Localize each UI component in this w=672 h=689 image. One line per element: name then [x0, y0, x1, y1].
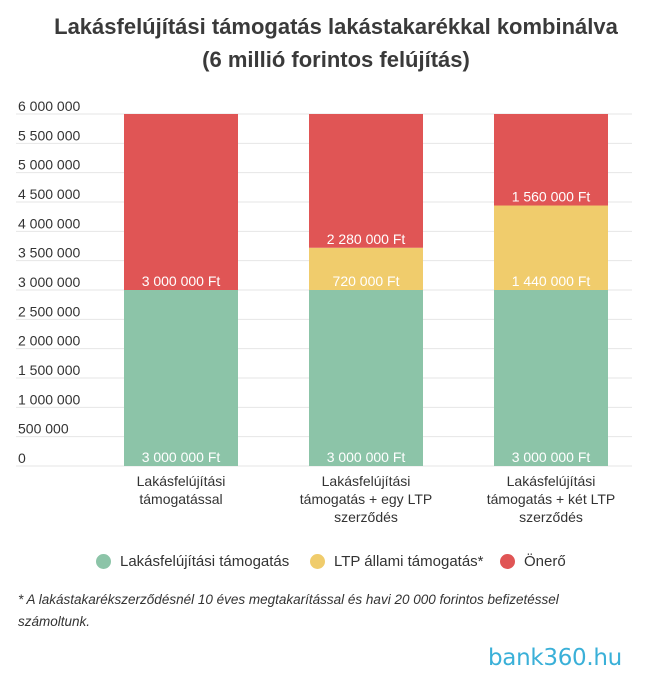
legend-item-ltp: LTP állami támogatás*: [310, 553, 484, 570]
footnote: * A lakástakarékszerződésnél 10 éves meg…: [18, 592, 559, 629]
legend-item-own: Önerő: [500, 553, 566, 570]
y-tick-label: 4 500 000: [18, 186, 80, 202]
bars-layer: [124, 114, 608, 466]
y-tick-label: 1 500 000: [18, 362, 80, 378]
legend-swatch-own: [500, 554, 515, 569]
stacked-bar-chart: 0 500 000 1 000 000 1 500 000 2 000 000 2 500…: [16, 98, 632, 525]
x-category-label: Lakásfelújítási: [137, 473, 226, 489]
data-label: 3 000 000 Ft: [512, 449, 591, 465]
legend-label-own: Önerő: [524, 553, 566, 570]
bar-segment: [494, 205, 608, 290]
x-category-label: szerződés: [519, 509, 583, 525]
y-tick-label: 500 000: [18, 421, 69, 437]
legend-swatch-support: [96, 554, 111, 569]
bar-segment: [309, 247, 423, 290]
y-tick-label: 3 500 000: [18, 245, 80, 261]
x-category-label: Lakásfelújítási: [507, 473, 596, 489]
x-category-label: támogatással: [139, 491, 222, 507]
x-category-label: Lakásfelújítási: [322, 473, 411, 489]
x-axis-categories: Lakásfelújítási támogatással Lakásfelújítá…: [137, 473, 616, 525]
legend-label-support: Lakásfelújítási támogatás: [120, 553, 290, 570]
y-tick-label: 5 000 000: [18, 157, 80, 173]
data-label: 3 000 000 Ft: [327, 449, 406, 465]
data-label: 2 280 000 Ft: [327, 231, 406, 247]
x-category-label: támogatás + egy LTP: [300, 491, 432, 507]
x-category-label: támogatás + két LTP: [487, 491, 616, 507]
data-label: 1 560 000 Ft: [512, 189, 591, 205]
y-tick-label: 1 000 000: [18, 391, 80, 407]
data-labels-layer: 3 000 000 Ft 3 000 000 Ft 3 000 000 Ft 720 …: [142, 189, 591, 465]
y-axis-ticks: 0 500 000 1 000 000 1 500 000 2 000 000 2 500…: [18, 98, 80, 466]
chart-title: Lakásfelújítási támogatás lakástakarékka…: [54, 14, 618, 39]
legend-item-support: Lakásfelújítási támogatás: [96, 553, 289, 570]
data-label: 1 440 000 Ft: [512, 273, 591, 289]
data-label: 3 000 000 Ft: [142, 449, 221, 465]
data-label: 720 000 Ft: [333, 273, 400, 289]
bar-segment: [494, 114, 608, 206]
bar-segment: [494, 290, 608, 466]
y-tick-label: 6 000 000: [18, 98, 80, 114]
y-tick-label: 5 500 000: [18, 127, 80, 143]
chart-subtitle: (6 millió forintos felújítás): [202, 47, 470, 72]
bar-segment: [309, 114, 423, 248]
y-tick-label: 4 000 000: [18, 215, 80, 231]
x-category-label: szerződés: [334, 509, 398, 525]
data-label: 3 000 000 Ft: [142, 273, 221, 289]
bar-segment: [124, 290, 238, 466]
y-tick-label: 3 000 000: [18, 274, 80, 290]
y-tick-label: 2 500 000: [18, 303, 80, 319]
legend: Lakásfelújítási támogatás LTP állami tám…: [0, 553, 672, 577]
legend-label-ltp: LTP állami támogatás*: [334, 553, 484, 570]
legend-swatch-ltp: [310, 554, 325, 569]
bar-segment: [309, 290, 423, 466]
bank360-logo[interactable]: bank360.hu: [488, 645, 622, 671]
y-tick-label: 2 000 000: [18, 333, 80, 349]
y-tick-label: 0: [18, 450, 26, 466]
bar-segment: [124, 114, 238, 290]
